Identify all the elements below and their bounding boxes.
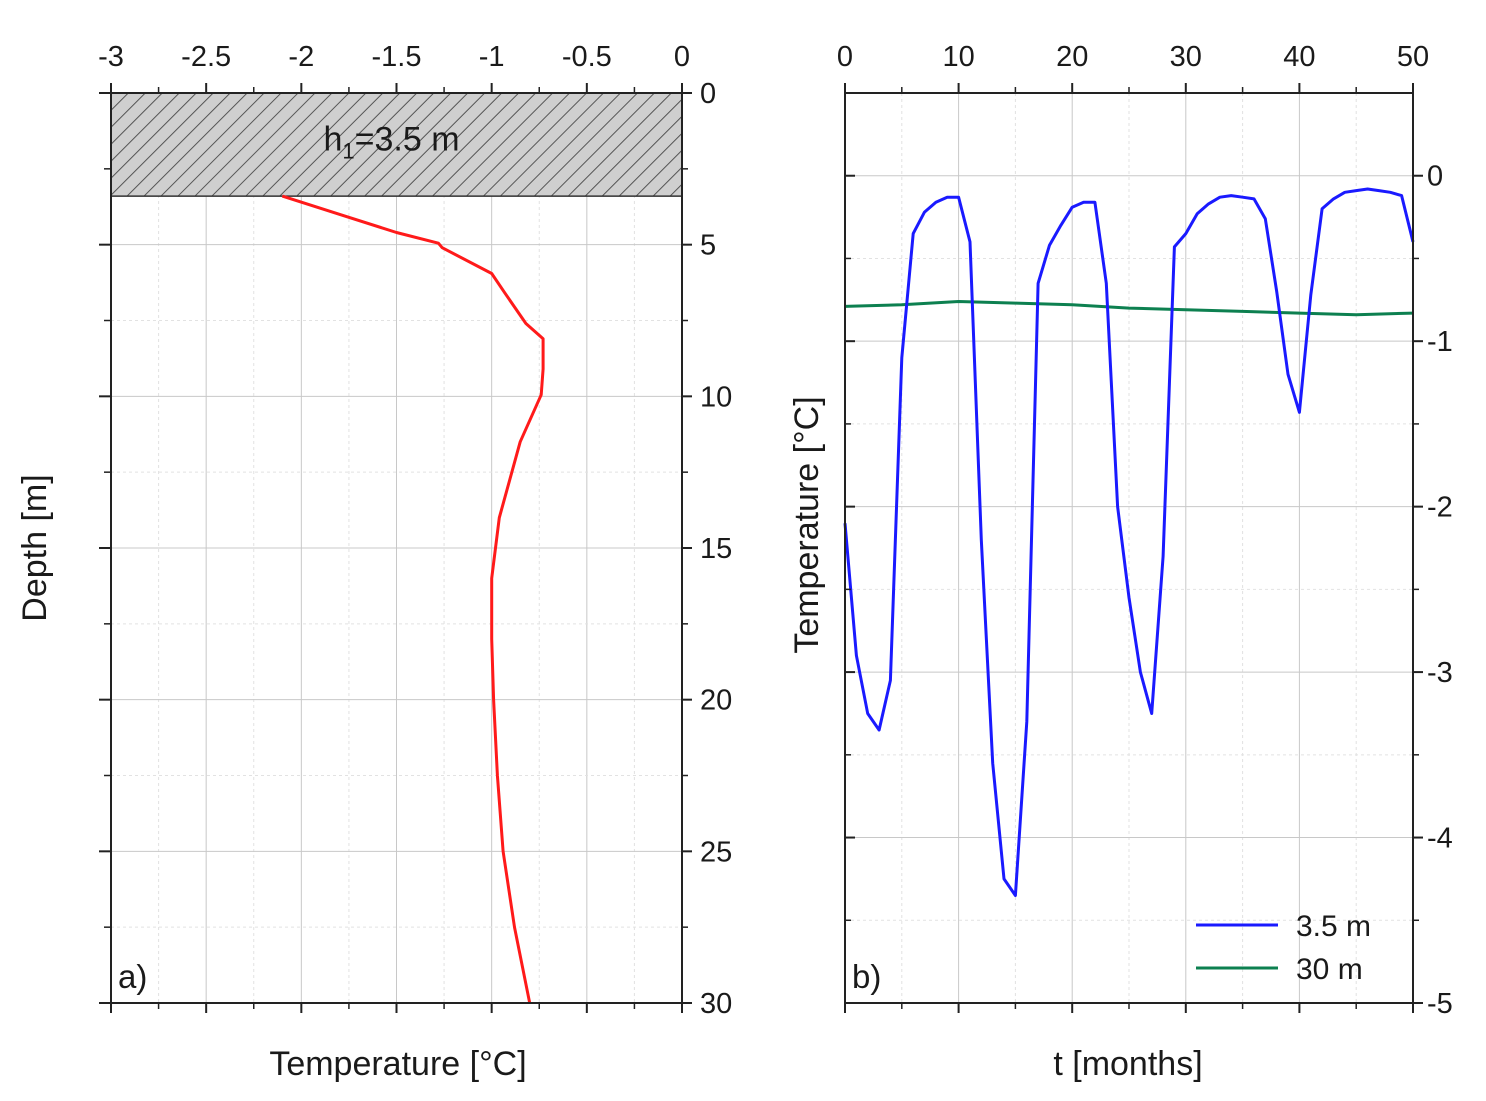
panel-b-y-ticks: 0 -1 -2 -3 -4 -5 (845, 161, 1453, 1020)
x-tick-label: -2 (288, 41, 314, 73)
y-tick-label: 0 (700, 78, 716, 110)
x-tick-label: -3 (98, 41, 124, 73)
panel-a-label: a) (118, 958, 147, 995)
y-tick-label: 25 (700, 836, 732, 868)
x-tick-label: 10 (942, 41, 974, 73)
panel-b-frame (844, 92, 1414, 1004)
panel-b-y-axis-title: Temperature [°C] (788, 396, 826, 653)
panel-b-label: b) (852, 958, 881, 995)
panel-b-temperature-time-chart: 0 10 20 30 40 50 0 -1 -2 -3 -4 -5 3.5 m 30 m b) t … (788, 41, 1453, 1083)
panel-b-grid (845, 92, 1413, 1003)
y-tick-label: 20 (700, 685, 732, 717)
x-tick-label: -1.5 (372, 41, 422, 73)
layer-annotation-subscript: 1 (342, 139, 354, 164)
y-tick-label: 0 (1427, 161, 1443, 193)
panel-a-temperature-depth-chart: -3 -2.5 -2 -1.5 -1 -0.5 0 0 5 10 15 20 25 30 h1=3.5 … (16, 41, 732, 1083)
x-tick-label: 0 (837, 41, 853, 73)
y-tick-label: -4 (1427, 823, 1453, 855)
panel-a-series (281, 194, 545, 1004)
layer-annotation-value: =3.5 m (355, 121, 460, 159)
x-tick-label: 50 (1397, 41, 1429, 73)
y-tick-label: 10 (700, 381, 732, 413)
y-tick-label: -5 (1427, 988, 1453, 1020)
x-tick-label: -2.5 (181, 41, 231, 73)
x-tick-label: 20 (1056, 41, 1088, 73)
temperature-profile-line (281, 194, 545, 1004)
layer-annotation-h: h (323, 121, 342, 159)
legend-label-3-5m: 3.5 m (1296, 910, 1371, 943)
panel-b-x-axis-title: t [months] (1053, 1045, 1202, 1083)
panel-a-x-axis-title: Temperature [°C] (269, 1045, 526, 1083)
series-line-3-5m (843, 187, 1415, 897)
panel-a-y-axis-title: Depth [m] (16, 474, 54, 621)
panel-a-x-ticks: -3 -2.5 -2 -1.5 -1 -0.5 0 (98, 41, 690, 1013)
panel-b-series (843, 187, 1415, 897)
x-tick-label: -1 (479, 41, 505, 73)
y-tick-label: -3 (1427, 657, 1453, 689)
panel-a-y-ticks: 0 5 10 15 20 25 30 (99, 78, 732, 1020)
y-tick-label: 5 (700, 230, 716, 262)
x-tick-label: 40 (1283, 41, 1315, 73)
y-tick-label: -1 (1427, 326, 1453, 358)
frozen-layer-hatch (110, 92, 683, 197)
panel-b-x-ticks: 0 10 20 30 40 50 (837, 41, 1429, 1013)
panel-b-legend: 3.5 m 30 m (1196, 910, 1371, 986)
legend-label-30m: 30 m (1296, 953, 1363, 986)
y-tick-label: 15 (700, 533, 732, 565)
x-tick-label: -0.5 (562, 41, 612, 73)
panel-a-grid (111, 93, 682, 1003)
y-tick-label: -2 (1427, 492, 1453, 524)
series-line-30m (844, 300, 1414, 317)
layer-annotation: h1=3.5 m (323, 121, 459, 164)
y-tick-label: 30 (700, 988, 732, 1020)
x-tick-label: 0 (674, 41, 690, 73)
x-tick-label: 30 (1170, 41, 1202, 73)
